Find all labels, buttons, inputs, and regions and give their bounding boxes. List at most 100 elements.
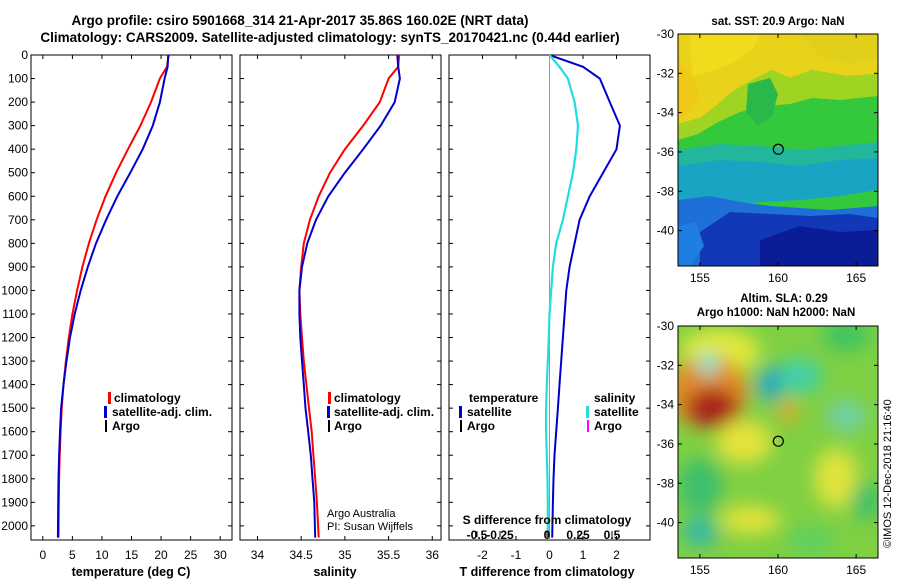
depth-tick-label: 800 [8, 236, 28, 250]
x-tick-label: 0 [39, 548, 46, 562]
depth-tick-label: 1200 [1, 331, 28, 345]
depth-tick-label: 500 [8, 166, 28, 180]
depth-tick-label: 2000 [1, 519, 28, 533]
sla-map-title-2: Argo h1000: NaN h2000: NaN [697, 307, 856, 319]
x-tick-label: 25 [184, 548, 198, 562]
map-x-tick-label: 165 [846, 271, 866, 285]
depth-tick-label: 100 [8, 72, 28, 86]
legend-t-satellite: satellite [467, 405, 512, 419]
temperature-difference-line [549, 55, 621, 538]
depth-tick-label: 1300 [1, 354, 28, 368]
x-tick-label: 1 [580, 548, 587, 562]
x-tick-label: 10 [95, 548, 109, 562]
legend-climatology: climatology [114, 391, 181, 405]
map-y-tick-label: -32 [657, 66, 675, 80]
sst-map-panel: sat. SST: 20.9 Argo: NaN 155 160 165 -30 -32… [657, 16, 879, 285]
x-tick-label: 34.5 [289, 548, 313, 562]
temperature-x-ticks: 0 5 10 15 20 25 30 [39, 55, 227, 562]
depth-tick-label: 200 [8, 95, 28, 109]
x-tick-label: 2 [613, 548, 620, 562]
depth-tick-label: 700 [8, 213, 28, 227]
x-tick-label: 35.5 [377, 548, 401, 562]
map-x-tick-label: 155 [690, 563, 710, 577]
map-y-tick-label: -40 [657, 224, 675, 238]
s-difference-ticks: -0.5-0.25 0 0.25 0.5 [467, 528, 621, 542]
legend-t-argo: Argo [467, 419, 495, 433]
sst-field [678, 34, 878, 266]
depth-tick-label: 1900 [1, 495, 28, 509]
map-x-tick-label: 160 [768, 563, 788, 577]
depth-axis: 0 100 200 300 400 500 600 700 800 900 1000 1100 1200… [1, 48, 232, 533]
x-tick-label: 0 [546, 548, 553, 562]
x-tick-label: -2 [477, 548, 488, 562]
title-line-1: Argo profile: csiro 5901668_314 21-Apr-2… [72, 13, 529, 28]
map-y-tick-label: -30 [657, 319, 675, 333]
argo-position-marker [772, 435, 784, 447]
map-x-tick-label: 160 [768, 271, 788, 285]
depth-tick-label: 600 [8, 189, 28, 203]
map-y-tick-label: -32 [657, 358, 675, 372]
s-tick-label: 0.5 [604, 528, 621, 542]
x-tick-label: 15 [125, 548, 139, 562]
legend-swatch-argo [105, 420, 107, 432]
temperature-satellite-line [56, 55, 170, 538]
salinity-satellite-line [298, 55, 401, 538]
depth-tick-label: 1600 [1, 425, 28, 439]
depth-tick-label: 1800 [1, 472, 28, 486]
sla-map-ticks: 155 160 165 -30 -32 -34 -36 -38 -40 [657, 319, 878, 577]
legend-satellite: satellite-adj. clim. [334, 405, 434, 419]
depth-tick-label: 1100 [2, 307, 28, 321]
salinity-axes-box [239, 54, 442, 541]
x-tick-label: 36 [426, 548, 440, 562]
s-tick-label: -0.25 [486, 528, 514, 542]
temperature-xlabel: temperature (deg C) [72, 565, 191, 579]
x-tick-label: 34 [251, 548, 265, 562]
sst-map-title: sat. SST: 20.9 Argo: NaN [711, 16, 844, 28]
map-x-tick-label: 165 [846, 563, 866, 577]
legend-swatch-climatology [328, 392, 331, 404]
s-tick-label: 0 [544, 528, 551, 542]
legend-climatology: climatology [334, 391, 401, 405]
map-y-tick-label: -34 [657, 106, 675, 120]
legend-swatch-s-argo [587, 420, 589, 432]
difference-y-ticks [449, 54, 650, 527]
credit-line-2: PI: Susan Wijffels [327, 521, 413, 533]
title-line-2: Climatology: CARS2009. Satellite-adjuste… [40, 30, 619, 45]
difference-xlabel: T difference from climatology [459, 565, 634, 579]
s-tick-label: 0.25 [566, 528, 590, 542]
map-y-tick-label: -38 [657, 184, 675, 198]
legend-swatch-satellite [104, 406, 107, 418]
legend-argo: Argo [334, 419, 362, 433]
salinity-difference-line [545, 55, 580, 538]
legend-s-argo: Argo [594, 419, 622, 433]
difference-legend-right: salinity satellite Argo [586, 391, 639, 433]
legend-swatch-climatology [108, 392, 111, 404]
depth-tick-label: 300 [8, 119, 28, 133]
legend-s-satellite: satellite [594, 405, 639, 419]
difference-legend-left: temperature satellite Argo [459, 391, 539, 433]
legend-argo: Argo [112, 419, 140, 433]
depth-tick-label: 900 [8, 260, 28, 274]
legend-salinity-title: salinity [594, 391, 636, 405]
salinity-panel: 34 34.5 35 35.5 36 salinity climatology sate… [239, 54, 442, 579]
legend-satellite: satellite-adj. clim. [112, 405, 212, 419]
legend-swatch-s-satellite [586, 406, 589, 418]
legend-temperature-title: temperature [469, 391, 539, 405]
legend-swatch-satellite [327, 406, 330, 418]
depth-tick-label: 1400 [1, 378, 28, 392]
depth-tick-label: 0 [21, 48, 28, 62]
map-y-tick-label: -30 [657, 27, 675, 41]
depth-tick-label: 1700 [1, 448, 28, 462]
temperature-panel: 0100200300400500600700800900100011001200… [1, 48, 233, 579]
salinity-y-ticks [240, 54, 441, 527]
map-y-tick-label: -36 [657, 145, 675, 159]
imos-stamp: ©IMOS 12-Dec-2018 21:16:40 [882, 399, 894, 548]
difference-panel: -2 -1 0 1 2 temperature satellite Argo salin… [448, 54, 651, 579]
depth-tick-label: 1000 [1, 283, 28, 297]
sla-field [678, 326, 878, 558]
salinity-legend: climatology satellite-adj. clim. Argo [327, 391, 434, 433]
temperature-axes-box [30, 54, 233, 541]
temperature-legend: climatology satellite-adj. clim. Argo [104, 391, 212, 433]
s-difference-label: S difference from climatology [463, 513, 632, 527]
